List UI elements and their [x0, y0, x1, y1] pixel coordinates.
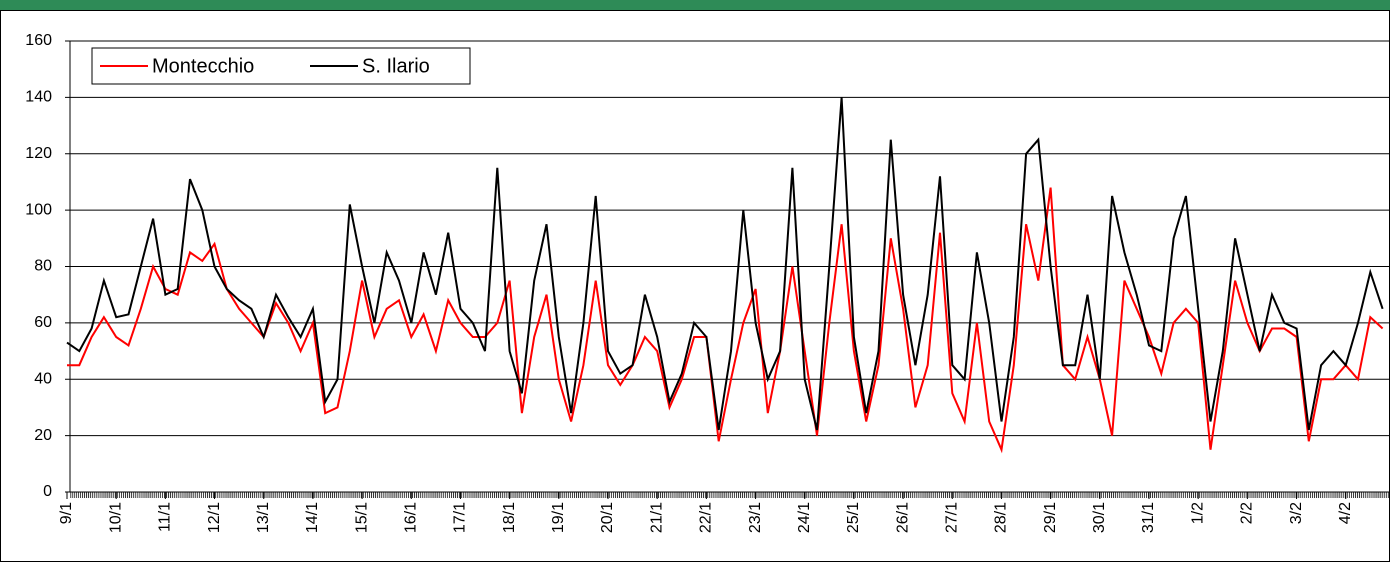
- series-line: [66, 97, 1384, 431]
- legend-label: S. Ilario: [362, 55, 430, 77]
- frame: [0, 10, 1390, 562]
- x-tick-label: 17/1: [452, 502, 469, 533]
- x-tick-label: 16/1: [402, 502, 419, 533]
- header-bar: [0, 0, 1390, 10]
- legend-box: [91, 47, 471, 85]
- x-tick-label: 10/1: [107, 502, 124, 533]
- minor-ticks: [70, 492, 1390, 498]
- y-tick-label: 40: [34, 370, 52, 387]
- x-tick-label: 22/1: [698, 502, 715, 533]
- y-tick-label: 160: [25, 32, 52, 49]
- x-tick-label: 13/1: [255, 502, 272, 533]
- x-tick-label: 11/1: [157, 502, 174, 532]
- x-tick-label: 28/1: [993, 502, 1010, 533]
- x-tick-label: 24/1: [796, 502, 813, 533]
- y-tick-label: 0: [43, 483, 52, 500]
- y-tick-label: 20: [34, 427, 52, 444]
- y-tick-label: 60: [34, 314, 52, 331]
- x-tick-label: 18/1: [501, 502, 518, 533]
- x-tick-label: 29/1: [1042, 502, 1059, 533]
- legend: Montecchio S. Ilario: [91, 47, 471, 85]
- x-tick-label: 2/2: [1239, 502, 1256, 524]
- x-tick-label: 23/1: [747, 502, 764, 533]
- x-tick-label: 26/1: [894, 502, 911, 533]
- x-tick-label: 21/1: [648, 502, 665, 533]
- y-tick-label: 100: [25, 201, 52, 218]
- x-tick-label: 30/1: [1091, 502, 1108, 533]
- x-tick-label: 20/1: [599, 502, 616, 533]
- x-tick-label: 19/1: [550, 502, 567, 533]
- x-tick-label: 25/1: [845, 502, 862, 533]
- x-tick-label: 9/1: [58, 502, 75, 524]
- x-tick-label: 12/1: [206, 502, 223, 533]
- y-tick-label: 80: [34, 258, 52, 275]
- x-tick-label: 27/1: [943, 502, 960, 533]
- legend-label: Montecchio: [152, 55, 254, 77]
- x-tick-label: 15/1: [353, 502, 370, 533]
- x-tick-label: 1/2: [1189, 502, 1206, 524]
- x-tick-label: 14/1: [304, 502, 321, 533]
- y-tick-label: 140: [25, 89, 52, 106]
- x-tick-label: 31/1: [1140, 502, 1157, 533]
- y-tick-label: 120: [25, 145, 52, 162]
- x-tick-label: 3/2: [1288, 502, 1305, 524]
- x-tick-label: 4/2: [1337, 502, 1354, 524]
- series-line: [67, 187, 1384, 454]
